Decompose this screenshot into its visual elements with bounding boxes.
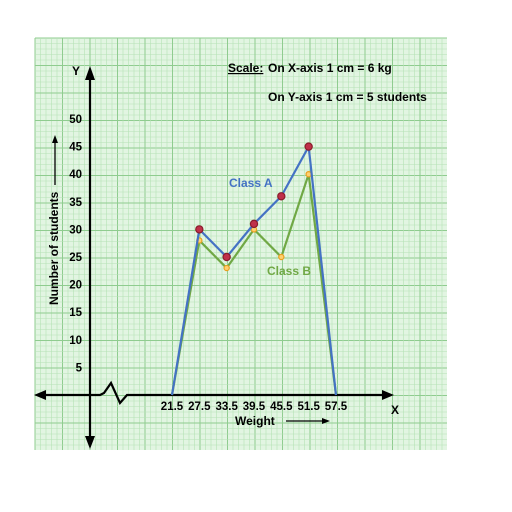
x-tick-label: 39.5 — [243, 401, 266, 413]
y-axis-letter: Y — [72, 64, 80, 78]
scale-y-text: On Y-axis 1 cm = 5 students — [268, 90, 427, 104]
y-tick-label: 40 — [69, 169, 82, 181]
scale-title: Scale: — [228, 61, 263, 75]
y-tick-label: 20 — [69, 280, 82, 292]
x-tick-label: 45.5 — [270, 401, 293, 413]
data-point-class-a — [278, 193, 285, 200]
data-point-class-a — [305, 143, 312, 150]
x-tick-labels: 21.5 27.5 33.5 39.5 45.5 51.5 57.5 — [161, 401, 348, 413]
x-tick-label: 33.5 — [215, 401, 238, 413]
y-tick-label: 35 — [69, 197, 82, 209]
data-point-class-a — [250, 220, 257, 227]
y-tick-label: 30 — [69, 224, 82, 236]
y-tick-label: 50 — [69, 114, 82, 126]
y-tick-label: 10 — [69, 335, 82, 347]
y-tick-label: 25 — [69, 252, 82, 264]
y-tick-label: 5 — [76, 362, 83, 374]
x-tick-label: 21.5 — [161, 401, 184, 413]
data-point-class-b — [224, 265, 229, 270]
data-point-class-a — [223, 253, 230, 260]
data-point-class-b — [279, 254, 284, 259]
series-label-class-b: Class B — [267, 264, 311, 278]
x-axis-title: Weight — [235, 414, 275, 428]
y-axis-title: Number of students — [47, 191, 61, 305]
y-tick-label: 15 — [69, 307, 82, 319]
x-tick-label: 51.5 — [297, 401, 320, 413]
data-point-class-a — [196, 226, 203, 233]
series-label-class-a: Class A — [229, 176, 273, 190]
x-axis-letter: X — [391, 403, 399, 417]
x-tick-label: 27.5 — [188, 401, 211, 413]
y-tick-label: 45 — [69, 142, 82, 154]
scale-x-text: On X-axis 1 cm = 6 kg — [268, 61, 392, 75]
x-tick-label: 57.5 — [325, 401, 348, 413]
